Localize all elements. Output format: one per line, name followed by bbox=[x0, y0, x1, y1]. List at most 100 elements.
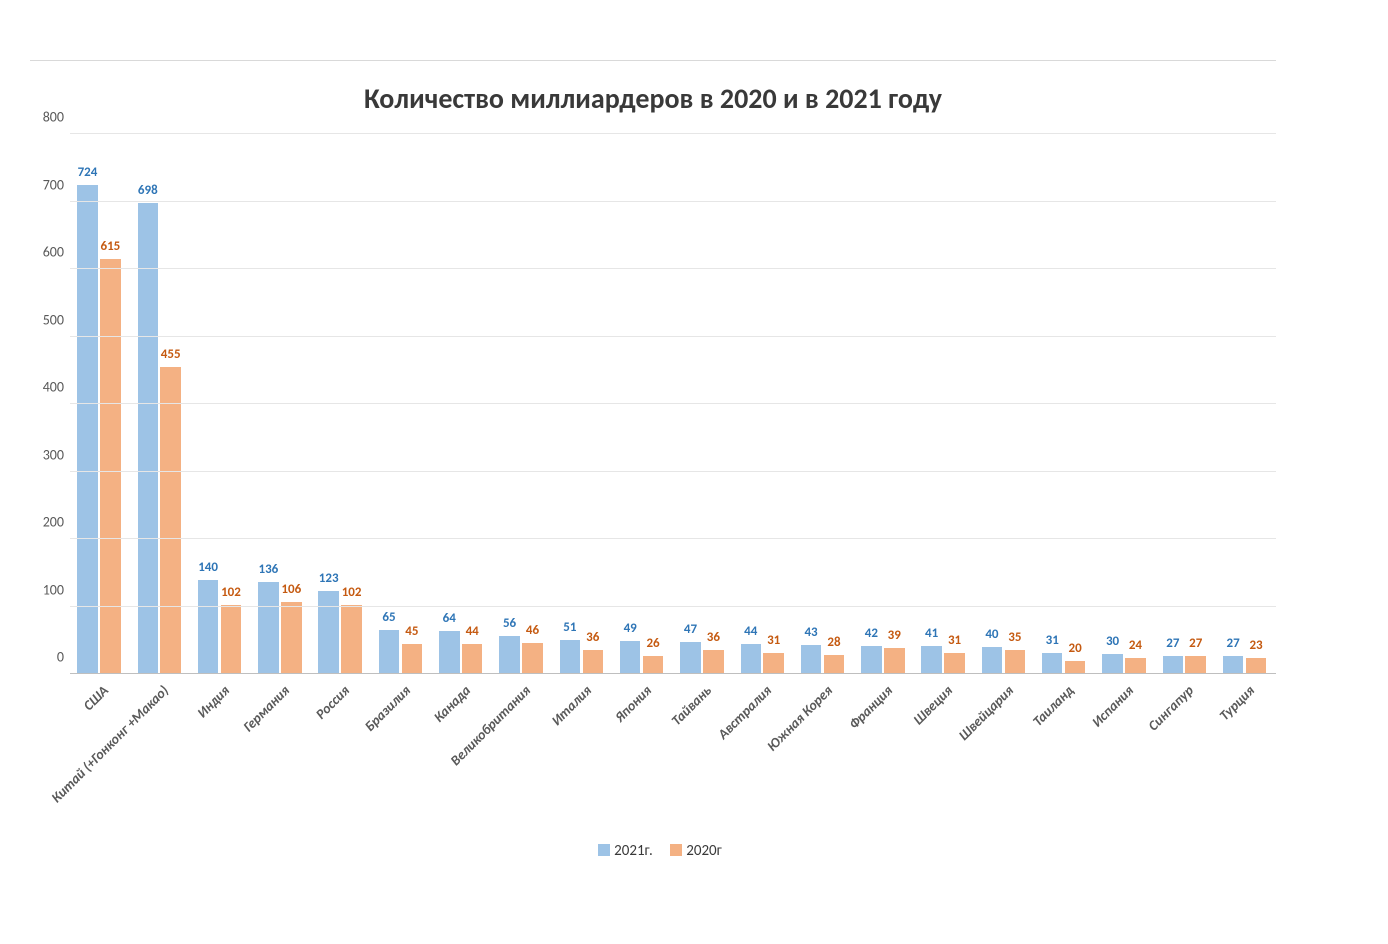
x-label: США bbox=[80, 682, 112, 714]
x-label-wrap: Италия bbox=[552, 674, 612, 834]
plot-area: 7246156984551401021361061231026545644456… bbox=[70, 134, 1276, 674]
bar-2020: 102 bbox=[341, 605, 362, 674]
bar-value-label: 27 bbox=[1189, 636, 1202, 651]
bar-value-label: 698 bbox=[138, 183, 158, 198]
bar-value-label: 56 bbox=[503, 616, 516, 631]
bar-2021: 49 bbox=[620, 641, 641, 674]
x-label: Франция bbox=[845, 682, 896, 733]
x-label: Индия bbox=[193, 682, 232, 721]
legend-swatch-2020 bbox=[670, 844, 682, 856]
bar-group: 56 46 bbox=[492, 134, 552, 674]
bar-2020: 24 bbox=[1125, 658, 1146, 674]
bar-value-label: 136 bbox=[258, 562, 278, 577]
bar-value-label: 44 bbox=[466, 624, 479, 639]
bar-group: 31 20 bbox=[1035, 134, 1095, 674]
bar-2020: 23 bbox=[1246, 658, 1267, 674]
bar-value-label: 31 bbox=[948, 633, 961, 648]
bar-2021: 140 bbox=[198, 580, 219, 675]
gridline bbox=[70, 201, 1276, 202]
x-label-wrap: Тайвань bbox=[673, 674, 733, 834]
bar-group: 140102 bbox=[191, 134, 251, 674]
bar-value-label: 102 bbox=[221, 585, 241, 600]
bar-group: 724615 bbox=[70, 134, 130, 674]
bar-group: 40 35 bbox=[974, 134, 1034, 674]
bar-2020: 615 bbox=[100, 259, 121, 674]
bar-2020: 31 bbox=[763, 653, 784, 674]
y-tick-label: 300 bbox=[43, 446, 64, 463]
gridline bbox=[70, 268, 1276, 269]
x-label: Таиланд bbox=[1029, 682, 1077, 730]
bar-value-label: 45 bbox=[405, 624, 418, 639]
bar-group: 136106 bbox=[251, 134, 311, 674]
bar-2021: 65 bbox=[379, 630, 400, 674]
bar-value-label: 47 bbox=[684, 622, 697, 637]
bar-value-label: 40 bbox=[985, 627, 998, 642]
bar-2021: 51 bbox=[560, 640, 581, 674]
bar-group: 27 27 bbox=[1155, 134, 1215, 674]
bar-2021: 27 bbox=[1223, 656, 1244, 674]
legend-label-2021: 2021г. bbox=[614, 842, 653, 860]
bar-2021: 64 bbox=[439, 631, 460, 674]
x-label-wrap: Таиланд bbox=[1035, 674, 1095, 834]
bar-2020: 45 bbox=[402, 644, 423, 674]
x-label-wrap: Россия bbox=[311, 674, 371, 834]
x-label: Тайвань bbox=[668, 682, 715, 729]
bar-group: 43 28 bbox=[794, 134, 854, 674]
y-tick-label: 500 bbox=[43, 311, 64, 328]
bar-value-label: 24 bbox=[1129, 638, 1142, 653]
legend: 2021г. 2020г bbox=[30, 842, 1276, 860]
bar-2020: 35 bbox=[1005, 650, 1026, 674]
bar-value-label: 26 bbox=[646, 636, 659, 651]
x-label: Россия bbox=[313, 682, 354, 723]
bar-group: 4131 bbox=[914, 134, 974, 674]
bar-2020: 39 bbox=[884, 648, 905, 674]
x-label: Швеция bbox=[910, 682, 956, 728]
bar-group: 6545 bbox=[371, 134, 431, 674]
bar-group: 4239 bbox=[854, 134, 914, 674]
bar-value-label: 123 bbox=[319, 571, 339, 586]
bar-2021: 43 bbox=[801, 645, 822, 674]
bar-value-label: 106 bbox=[281, 582, 301, 597]
bar-2021: 123 bbox=[318, 591, 339, 674]
bar-value-label: 31 bbox=[767, 633, 780, 648]
y-tick-label: 0 bbox=[57, 649, 64, 666]
y-tick-label: 800 bbox=[43, 109, 64, 126]
x-label-wrap: Испания bbox=[1095, 674, 1155, 834]
bar-value-label: 20 bbox=[1069, 641, 1082, 656]
bar-group: 698455 bbox=[130, 134, 190, 674]
bar-group: 123102 bbox=[311, 134, 371, 674]
chart-container: Количество миллиардеров в 2020 и в 2021 … bbox=[30, 60, 1276, 860]
y-tick-label: 400 bbox=[43, 379, 64, 396]
bar-value-label: 724 bbox=[78, 165, 98, 180]
bar-2021: 698 bbox=[138, 203, 159, 674]
bar-value-label: 27 bbox=[1166, 636, 1179, 651]
bar-2020: 31 bbox=[944, 653, 965, 674]
y-tick-label: 100 bbox=[43, 581, 64, 598]
bar-group: 49 26 bbox=[613, 134, 673, 674]
bar-group: 30 24 bbox=[1095, 134, 1155, 674]
bar-value-label: 31 bbox=[1046, 633, 1059, 648]
bar-2021: 41 bbox=[921, 646, 942, 674]
bar-2021: 47 bbox=[680, 642, 701, 674]
bar-group: 5136 bbox=[552, 134, 612, 674]
bar-2020: 36 bbox=[583, 650, 604, 674]
x-label-wrap: Бразилия bbox=[371, 674, 431, 834]
bar-2020: 44 bbox=[462, 644, 483, 674]
gridline bbox=[70, 471, 1276, 472]
legend-label-2020: 2020г bbox=[686, 842, 722, 860]
bar-2020: 455 bbox=[160, 367, 181, 674]
x-label-wrap: Китай (+Гонконг +Макао) bbox=[130, 674, 190, 834]
x-label-wrap: Австралия bbox=[733, 674, 793, 834]
chart-title: Количество миллиардеров в 2020 и в 2021 … bbox=[30, 81, 1276, 116]
bar-group: 2723 bbox=[1216, 134, 1276, 674]
bar-value-label: 28 bbox=[827, 635, 840, 650]
bar-value-label: 46 bbox=[526, 623, 539, 638]
bar-group: 4431 bbox=[733, 134, 793, 674]
bar-value-label: 51 bbox=[563, 620, 576, 635]
gridline bbox=[70, 133, 1276, 134]
bar-2020: 27 bbox=[1185, 656, 1206, 674]
bar-value-label: 65 bbox=[382, 610, 395, 625]
bar-value-label: 30 bbox=[1106, 634, 1119, 649]
bar-2021: 724 bbox=[77, 185, 98, 674]
bars-layer: 7246156984551401021361061231026545644456… bbox=[70, 134, 1276, 674]
